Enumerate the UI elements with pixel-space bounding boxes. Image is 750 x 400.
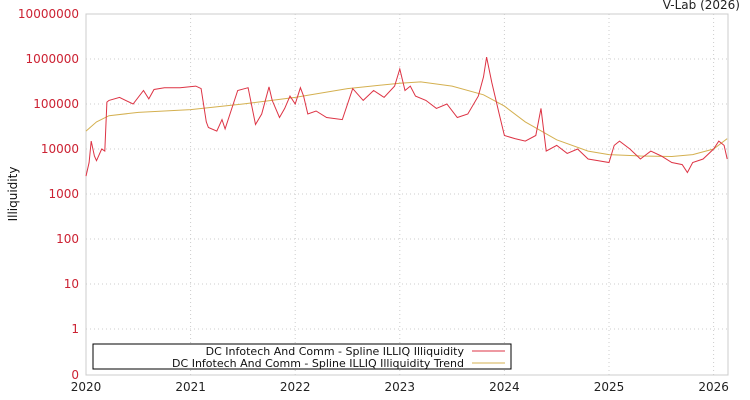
y-tick-label: 10000 [41,142,79,156]
x-tick-label: 2022 [280,380,311,394]
y-tick-label: 1000 [48,187,79,201]
y-tick-label: 10 [64,277,79,291]
legend-box [92,343,512,370]
y-tick-label: 100 [56,232,79,246]
x-tick-label: 2024 [489,380,520,394]
legend-item-trend: DC Infotech And Comm - Spline ILLIQ Illi… [172,357,464,370]
y-tick-label: 1000000 [26,52,79,66]
y-tick-label: 10000000 [18,7,79,21]
plot-area [85,13,729,376]
x-axis-ticks: 2020 2021 2022 2023 2024 2025 2026 [71,380,729,394]
y-tick-label: 100000 [33,97,79,111]
x-tick-label: 2020 [71,380,102,394]
illiquidity-line [85,56,728,177]
y-tick-label: 0 [71,368,79,382]
grid-lines [86,14,728,375]
x-tick-label: 2021 [175,380,206,394]
legend-item-illiquidity: DC Infotech And Comm - Spline ILLIQ Illi… [206,345,465,358]
legend: DC Infotech And Comm - Spline ILLIQ Illi… [92,343,512,370]
x-tick-label: 2025 [594,380,625,394]
trend-line [85,81,728,158]
x-tick-label: 2023 [385,380,416,394]
x-tick-label: 2026 [698,380,729,394]
credit-label: V-Lab (2026) [663,0,740,12]
y-tick-label: 1 [71,322,79,336]
y-axis-label: Illiquidity [6,167,20,222]
